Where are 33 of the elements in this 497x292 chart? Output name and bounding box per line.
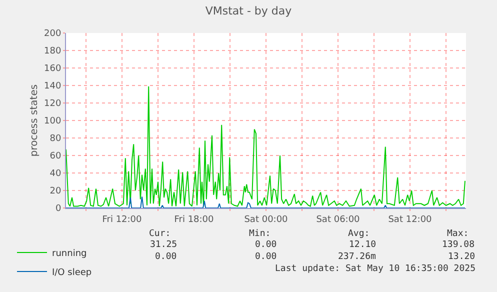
- text: Min:: [249, 229, 271, 239]
- text: 0.00: [255, 240, 277, 250]
- legend-label: I/O sleep: [52, 268, 92, 278]
- y-tick-label: 100: [44, 116, 62, 127]
- y-tick-label: 60: [50, 152, 62, 162]
- y-tick-label: 200: [44, 29, 62, 40]
- y-tick-label: 160: [44, 64, 62, 74]
- x-tick-label: Fri 18:00: [174, 214, 214, 225]
- text: Cur:: [149, 229, 171, 239]
- text: 0.00: [255, 252, 277, 262]
- text: Max:: [447, 229, 469, 239]
- x-tick-label: Fri 12:00: [102, 214, 142, 225]
- y-tick-label: 80: [50, 134, 62, 144]
- x-tick-label: Sat 00:00: [244, 214, 288, 225]
- text: 13.20: [448, 252, 476, 262]
- text: Last update: Sat May 10 16:35:00 2025: [275, 264, 476, 274]
- text: 237.26m: [338, 252, 376, 262]
- y-tick-label: 0: [55, 204, 62, 214]
- y-axis-title: process states: [29, 84, 40, 157]
- text: 0.00: [155, 252, 177, 262]
- text: 12.10: [349, 240, 376, 250]
- y-tick-label: 180: [44, 46, 62, 57]
- chart-title: VMstat - by day: [205, 4, 292, 18]
- y-tick-label: 120: [44, 99, 62, 110]
- y-tick-label: 20: [50, 186, 62, 197]
- x-tick-label: Sat 12:00: [388, 214, 432, 225]
- legend-label: running: [52, 249, 87, 260]
- text: 31.25: [150, 240, 178, 250]
- text: Avg:: [348, 229, 370, 239]
- text: 139.08: [442, 240, 475, 250]
- y-tick-label: 40: [50, 169, 62, 180]
- y-tick-label: 140: [44, 82, 62, 92]
- x-tick-label: Sat 06:00: [316, 214, 360, 225]
